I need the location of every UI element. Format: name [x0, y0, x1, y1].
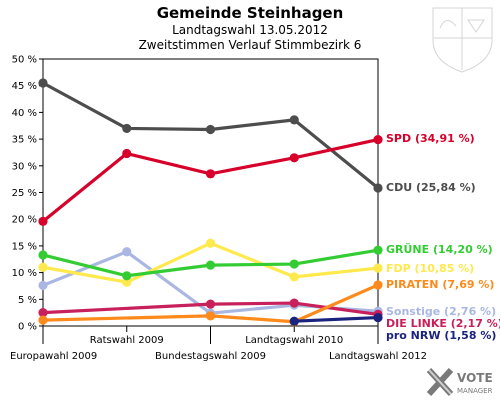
x-tick-label: Europawahl 2009	[10, 351, 97, 362]
chart-axes: 0 % 5 % 10 % 15 % 20 % 25 % 30 % 35 % 40 % 45 % 50…	[10, 55, 427, 363]
y-tick-label: 30 %	[12, 161, 37, 172]
series-line-pro-nrw	[294, 315, 379, 323]
x-tick-label: Landtagswahl 2012	[329, 351, 427, 362]
data-point	[373, 312, 383, 323]
data-point	[205, 260, 216, 270]
x-tick-label: Ratswahl 2009	[90, 335, 164, 346]
y-tick-label: 25 %	[12, 188, 37, 199]
y-tick-label: 10 %	[12, 268, 37, 279]
data-point	[289, 153, 299, 163]
data-point	[205, 311, 216, 321]
y-tick-label: 50 %	[12, 55, 37, 66]
data-point	[289, 115, 299, 125]
data-point	[289, 316, 299, 326]
chart-subtitle-election: Landtagswahl 13.05.2012	[172, 23, 328, 37]
data-point	[38, 315, 48, 325]
data-point	[38, 280, 48, 291]
data-point	[373, 245, 383, 255]
data-point	[38, 262, 48, 272]
y-tick-label: 0 %	[18, 322, 37, 333]
data-point	[38, 216, 48, 226]
coat-of-arms-icon	[432, 7, 493, 73]
chart-subtitle-district: Zweitstimmen Verlauf Stimmbezirk 6	[139, 38, 362, 52]
data-point	[122, 277, 132, 287]
chart-title: Gemeinde Steinhagen	[157, 4, 344, 22]
data-point	[289, 298, 299, 308]
data-point	[373, 263, 383, 273]
data-point	[38, 78, 48, 88]
data-point	[38, 250, 48, 260]
y-tick-label: 5 %	[18, 295, 37, 306]
plot-frame	[42, 58, 379, 327]
votemanager-logo: VOTE MANAGER	[426, 367, 493, 397]
x-tick-label: Bundestagswahl 2009	[155, 351, 266, 362]
logo-text-vote: VOTE	[457, 371, 493, 385]
series-line-spd	[41, 138, 379, 223]
end-label-sonstige: Sonstige (2,76 %)	[386, 305, 496, 318]
logo-text-manager: MANAGER	[457, 387, 493, 395]
data-point	[373, 134, 383, 145]
y-tick-label: 40 %	[12, 108, 37, 119]
data-point	[122, 271, 132, 281]
data-point	[205, 238, 216, 248]
end-label-piraten: PIRATEN (7,69 %)	[386, 278, 494, 291]
data-point	[122, 247, 132, 257]
data-point	[289, 272, 299, 282]
data-point	[122, 148, 132, 159]
series-line-piraten	[42, 283, 379, 324]
series-line-die-linke	[42, 301, 379, 316]
chart-series	[38, 78, 383, 327]
data-point	[373, 280, 383, 290]
end-label-spd: SPD (34,91 %)	[386, 132, 475, 145]
end-label-grüne: GRÜNE (14,20 %)	[386, 242, 493, 256]
y-tick-label: 45 %	[12, 81, 37, 92]
x-mark-icon	[426, 367, 454, 397]
data-point	[289, 259, 299, 269]
y-tick-label: 15 %	[12, 241, 37, 252]
data-point	[205, 169, 216, 179]
data-point	[373, 183, 383, 193]
y-tick-label: 35 %	[12, 135, 37, 146]
y-tick-label: 20 %	[12, 215, 37, 226]
data-point	[205, 124, 216, 135]
data-point	[122, 123, 132, 134]
end-label-die-linke: DIE LINKE (2,17 %)	[386, 317, 500, 330]
chart-end-labels: Sonstige (2,76 %) FDP (10,85 %) GRÜNE (14,…	[386, 132, 500, 342]
data-point	[205, 299, 216, 309]
end-label-fdp: FDP (10,85 %)	[386, 262, 474, 275]
data-point	[38, 308, 48, 318]
end-label-pro-nrw: pro NRW (1,58 %)	[386, 329, 496, 342]
x-tick-label: Landtagswahl 2010	[245, 335, 343, 346]
end-label-cdu: CDU (25,84 %)	[386, 181, 476, 194]
